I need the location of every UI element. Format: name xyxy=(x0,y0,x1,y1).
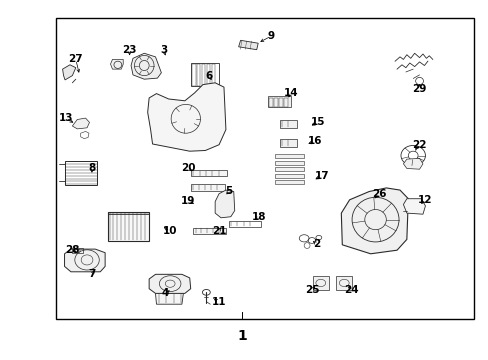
Text: 2: 2 xyxy=(313,239,320,249)
Text: 18: 18 xyxy=(251,212,266,222)
Bar xyxy=(274,98,277,107)
Text: 26: 26 xyxy=(371,189,386,199)
Polygon shape xyxy=(341,188,407,254)
Bar xyxy=(202,64,205,86)
Text: 13: 13 xyxy=(59,113,73,123)
Polygon shape xyxy=(238,40,258,50)
Text: 25: 25 xyxy=(304,285,319,295)
Bar xyxy=(269,98,272,107)
Polygon shape xyxy=(215,190,234,218)
Bar xyxy=(211,64,215,86)
Text: 10: 10 xyxy=(163,226,177,236)
Bar xyxy=(206,64,210,86)
Bar xyxy=(274,154,304,158)
Bar xyxy=(107,212,149,241)
Bar xyxy=(274,161,304,165)
Text: 12: 12 xyxy=(417,195,432,205)
Text: 24: 24 xyxy=(343,285,358,295)
Text: 23: 23 xyxy=(122,45,137,55)
Text: 27: 27 xyxy=(68,54,83,64)
Bar xyxy=(190,63,219,86)
Text: 4: 4 xyxy=(161,288,169,298)
Bar xyxy=(279,120,296,128)
Text: 7: 7 xyxy=(88,269,96,279)
Bar xyxy=(284,98,287,107)
Bar xyxy=(336,276,351,290)
Text: 20: 20 xyxy=(181,163,195,174)
Text: 14: 14 xyxy=(283,88,298,98)
Polygon shape xyxy=(72,118,89,129)
Bar xyxy=(279,139,296,147)
Polygon shape xyxy=(147,83,225,151)
Bar xyxy=(65,161,97,185)
Text: 21: 21 xyxy=(211,226,226,236)
Bar xyxy=(190,170,227,176)
Text: 11: 11 xyxy=(211,297,226,307)
Bar xyxy=(274,180,304,184)
Polygon shape xyxy=(62,65,76,80)
Bar xyxy=(274,174,304,178)
Bar xyxy=(312,276,328,290)
Text: 29: 29 xyxy=(411,84,426,94)
Bar xyxy=(228,221,260,227)
Polygon shape xyxy=(403,158,422,169)
Text: 6: 6 xyxy=(205,71,212,81)
Text: 1: 1 xyxy=(237,329,246,342)
Text: 8: 8 xyxy=(88,163,95,174)
Text: 16: 16 xyxy=(307,136,322,146)
Bar xyxy=(56,18,473,319)
Text: 9: 9 xyxy=(267,31,274,41)
Text: 5: 5 xyxy=(225,186,232,196)
Text: 15: 15 xyxy=(310,117,325,127)
Bar xyxy=(72,248,83,253)
Bar xyxy=(197,64,200,86)
Polygon shape xyxy=(155,293,183,304)
Polygon shape xyxy=(131,53,161,79)
Text: 17: 17 xyxy=(314,171,328,181)
Polygon shape xyxy=(110,59,123,69)
Bar xyxy=(279,98,282,107)
Text: 28: 28 xyxy=(65,245,80,255)
Bar xyxy=(190,184,224,191)
Bar xyxy=(193,228,226,234)
Bar xyxy=(192,64,195,86)
Text: 3: 3 xyxy=(160,45,167,55)
Bar xyxy=(274,167,304,171)
Polygon shape xyxy=(403,199,425,214)
Bar xyxy=(267,96,291,107)
Text: 22: 22 xyxy=(411,140,426,150)
Text: 19: 19 xyxy=(181,196,195,206)
Polygon shape xyxy=(149,274,190,293)
Polygon shape xyxy=(64,249,105,272)
